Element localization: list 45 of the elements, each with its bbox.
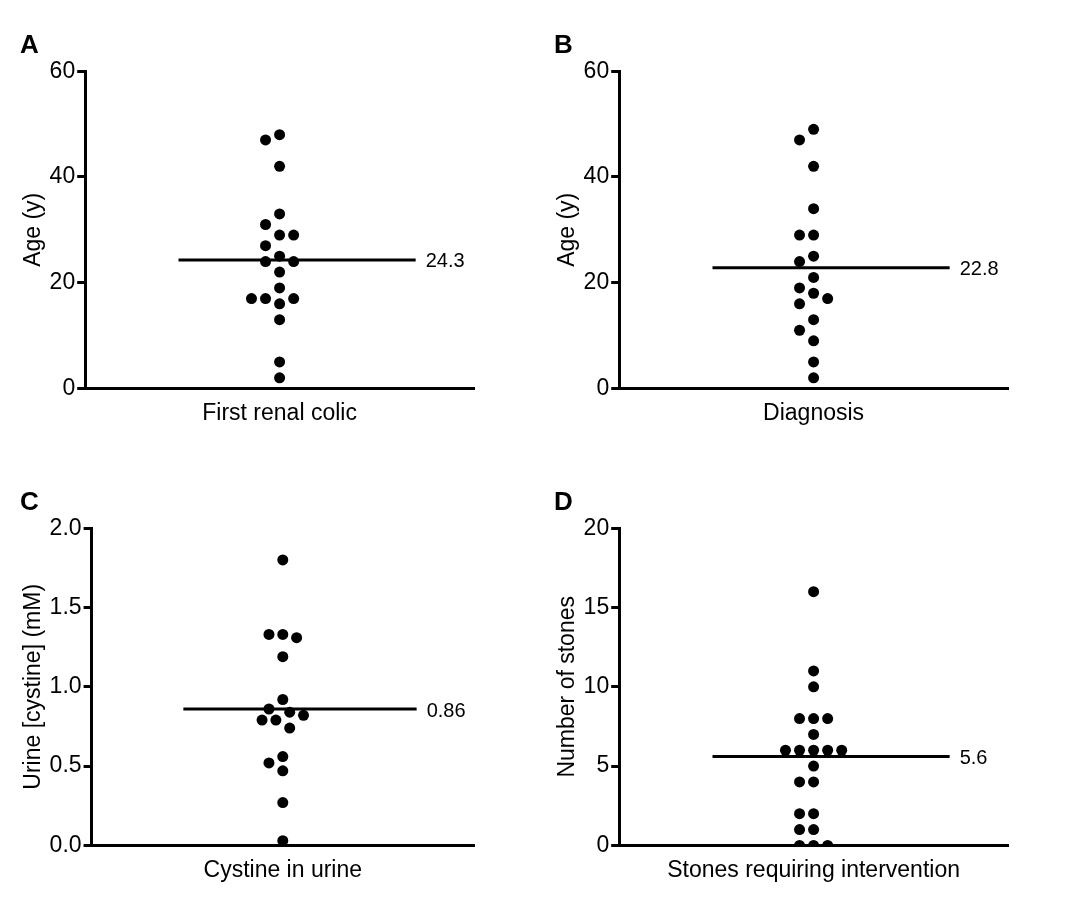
point <box>808 250 820 262</box>
y-tick-label: 2.0 <box>49 513 82 540</box>
chart-title: C <box>20 485 39 516</box>
y-tick-label: 1.5 <box>49 592 82 619</box>
y-tick-label: 0 <box>596 373 610 400</box>
point <box>808 271 820 283</box>
chart-title: D <box>554 485 573 516</box>
x-tick-label: First renal colic <box>202 398 357 425</box>
point <box>808 160 820 172</box>
y-tick-label: 5 <box>596 751 610 778</box>
y-tick-label: 0.5 <box>49 751 82 778</box>
ref-line-label: 22.8 <box>959 257 999 280</box>
y-tick-label: 0 <box>596 830 610 857</box>
point <box>808 372 820 384</box>
chart-title: A <box>20 28 39 59</box>
y-tick-label: 60 <box>49 56 76 83</box>
y-tick-label: 0 <box>62 373 76 400</box>
chart-title: B <box>554 28 573 59</box>
point <box>808 229 820 241</box>
y-tick-label: 1.0 <box>49 672 82 699</box>
y-tick-label: 10 <box>583 672 610 699</box>
y-tick-label: 40 <box>583 162 610 189</box>
y-tick-label: 0.0 <box>49 830 82 857</box>
y-axis-title: Age (y) <box>19 192 46 267</box>
ref-line-label: 5.6 <box>959 746 988 769</box>
ref-line-label: 24.3 <box>425 249 465 272</box>
y-tick-label: 20 <box>583 268 610 295</box>
y-tick-label: 60 <box>583 56 610 83</box>
x-tick-label: Cystine in urine <box>203 855 363 882</box>
y-tick-label: 20 <box>49 268 76 295</box>
point <box>808 203 820 215</box>
y-axis-title: Urine [cystine] (mM) <box>19 583 46 790</box>
point <box>808 335 820 347</box>
point <box>808 287 820 299</box>
x-tick-label: Diagnosis <box>763 398 865 425</box>
y-tick-label: 40 <box>49 162 76 189</box>
x-tick-label: Stones requiring intervention <box>667 855 960 882</box>
y-axis-title: Number of stones <box>553 596 580 778</box>
y-axis-title: Age (y) <box>553 192 580 267</box>
point <box>808 314 820 326</box>
y-tick-label: 15 <box>583 592 610 619</box>
ref-line-label: 0.86 <box>426 698 466 721</box>
y-tick-label: 20 <box>583 513 610 540</box>
point <box>808 356 820 368</box>
point <box>808 123 820 135</box>
